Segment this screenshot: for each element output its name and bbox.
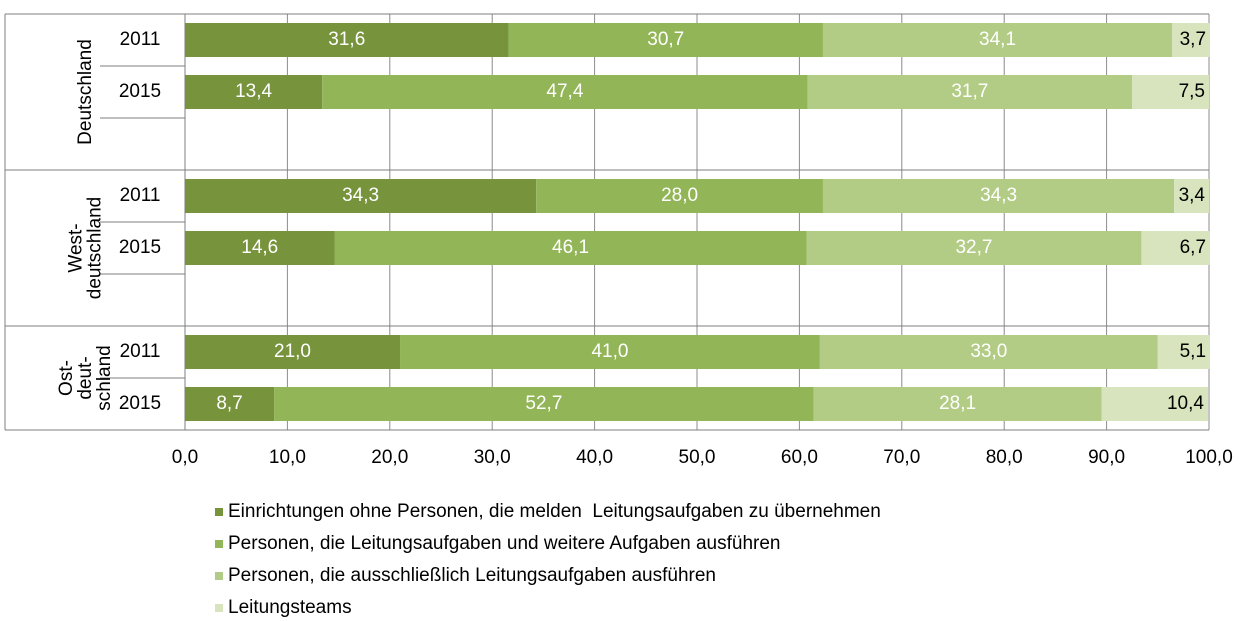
x-tick-label: 50,0 [679, 447, 716, 468]
x-tick-label: 70,0 [883, 447, 920, 468]
category-label: 2015 [119, 237, 161, 258]
value-label: 46,1 [552, 237, 589, 258]
x-tick-label: 60,0 [781, 447, 818, 468]
value-label: 6,7 [1180, 237, 1206, 258]
value-label: 8,7 [216, 393, 242, 414]
legend-label: Einrichtungen ohne Personen, die melden … [228, 501, 881, 522]
value-label: 28,0 [661, 185, 698, 206]
bar [1132, 75, 1209, 109]
value-label: 5,1 [1180, 341, 1206, 362]
value-label: 31,6 [328, 29, 365, 50]
bar [185, 75, 323, 109]
bar [806, 231, 1142, 265]
value-label: 3,4 [1179, 185, 1206, 206]
bar [322, 75, 808, 109]
category-label: 2015 [119, 393, 161, 414]
group-label: Deutschland [75, 39, 96, 145]
value-label: 21,0 [274, 341, 311, 362]
bar [185, 23, 509, 57]
bar [1101, 387, 1208, 421]
group-label: Ost-deut-schland [56, 345, 115, 411]
bar [822, 23, 1173, 57]
x-tick-label: 40,0 [576, 447, 613, 468]
legend-label: Leitungsteams [228, 597, 352, 618]
value-label: 3,7 [1180, 29, 1206, 50]
bar [334, 231, 807, 265]
legend-label: Personen, die ausschließlich Leitungsauf… [228, 565, 716, 586]
x-tick-label: 10,0 [269, 447, 306, 468]
group-label: West-deutschland [66, 197, 106, 299]
category-label: 2011 [120, 185, 161, 206]
x-tick-label: 100,0 [1185, 447, 1233, 468]
legend-label: Personen, die Leitungsaufgaben und weite… [228, 533, 780, 554]
value-label: 14,6 [241, 237, 278, 258]
x-tick-label: 0,0 [172, 447, 198, 468]
legend-swatch [215, 508, 223, 516]
bar [819, 335, 1158, 369]
value-label: 34,3 [342, 185, 379, 206]
bar [822, 179, 1175, 213]
value-label: 30,7 [647, 29, 684, 50]
bar [185, 335, 401, 369]
value-label: 28,1 [939, 393, 976, 414]
value-label: 13,4 [235, 81, 272, 102]
x-tick-label: 20,0 [371, 447, 408, 468]
bar [807, 75, 1133, 109]
value-label: 47,4 [546, 81, 583, 102]
bar [1141, 231, 1211, 265]
value-label: 41,0 [591, 341, 628, 362]
bar [274, 387, 814, 421]
bar [813, 387, 1102, 421]
legend-swatch [215, 572, 223, 580]
value-label: 34,3 [980, 185, 1017, 206]
bar [185, 387, 275, 421]
bar [536, 179, 823, 213]
value-label: 34,1 [979, 29, 1016, 50]
bar [1157, 335, 1211, 369]
x-tick-label: 90,0 [1088, 447, 1125, 468]
value-label: 7,5 [1179, 81, 1205, 102]
category-label: 2011 [120, 341, 161, 362]
bar [1174, 179, 1209, 213]
value-label: 32,7 [955, 237, 992, 258]
bar [185, 179, 537, 213]
bar [508, 23, 823, 57]
value-label: 31,7 [951, 81, 988, 102]
bar [185, 231, 335, 265]
category-label: 2011 [120, 29, 161, 50]
value-label: 10,4 [1167, 393, 1204, 414]
bar [1172, 23, 1211, 57]
value-label: 33,0 [970, 341, 1007, 362]
legend-swatch [215, 540, 223, 548]
legend-swatch [215, 604, 223, 612]
category-label: 2015 [119, 81, 161, 102]
x-tick-label: 30,0 [474, 447, 511, 468]
bar [400, 335, 820, 369]
x-tick-label: 80,0 [986, 447, 1023, 468]
value-label: 52,7 [525, 393, 562, 414]
